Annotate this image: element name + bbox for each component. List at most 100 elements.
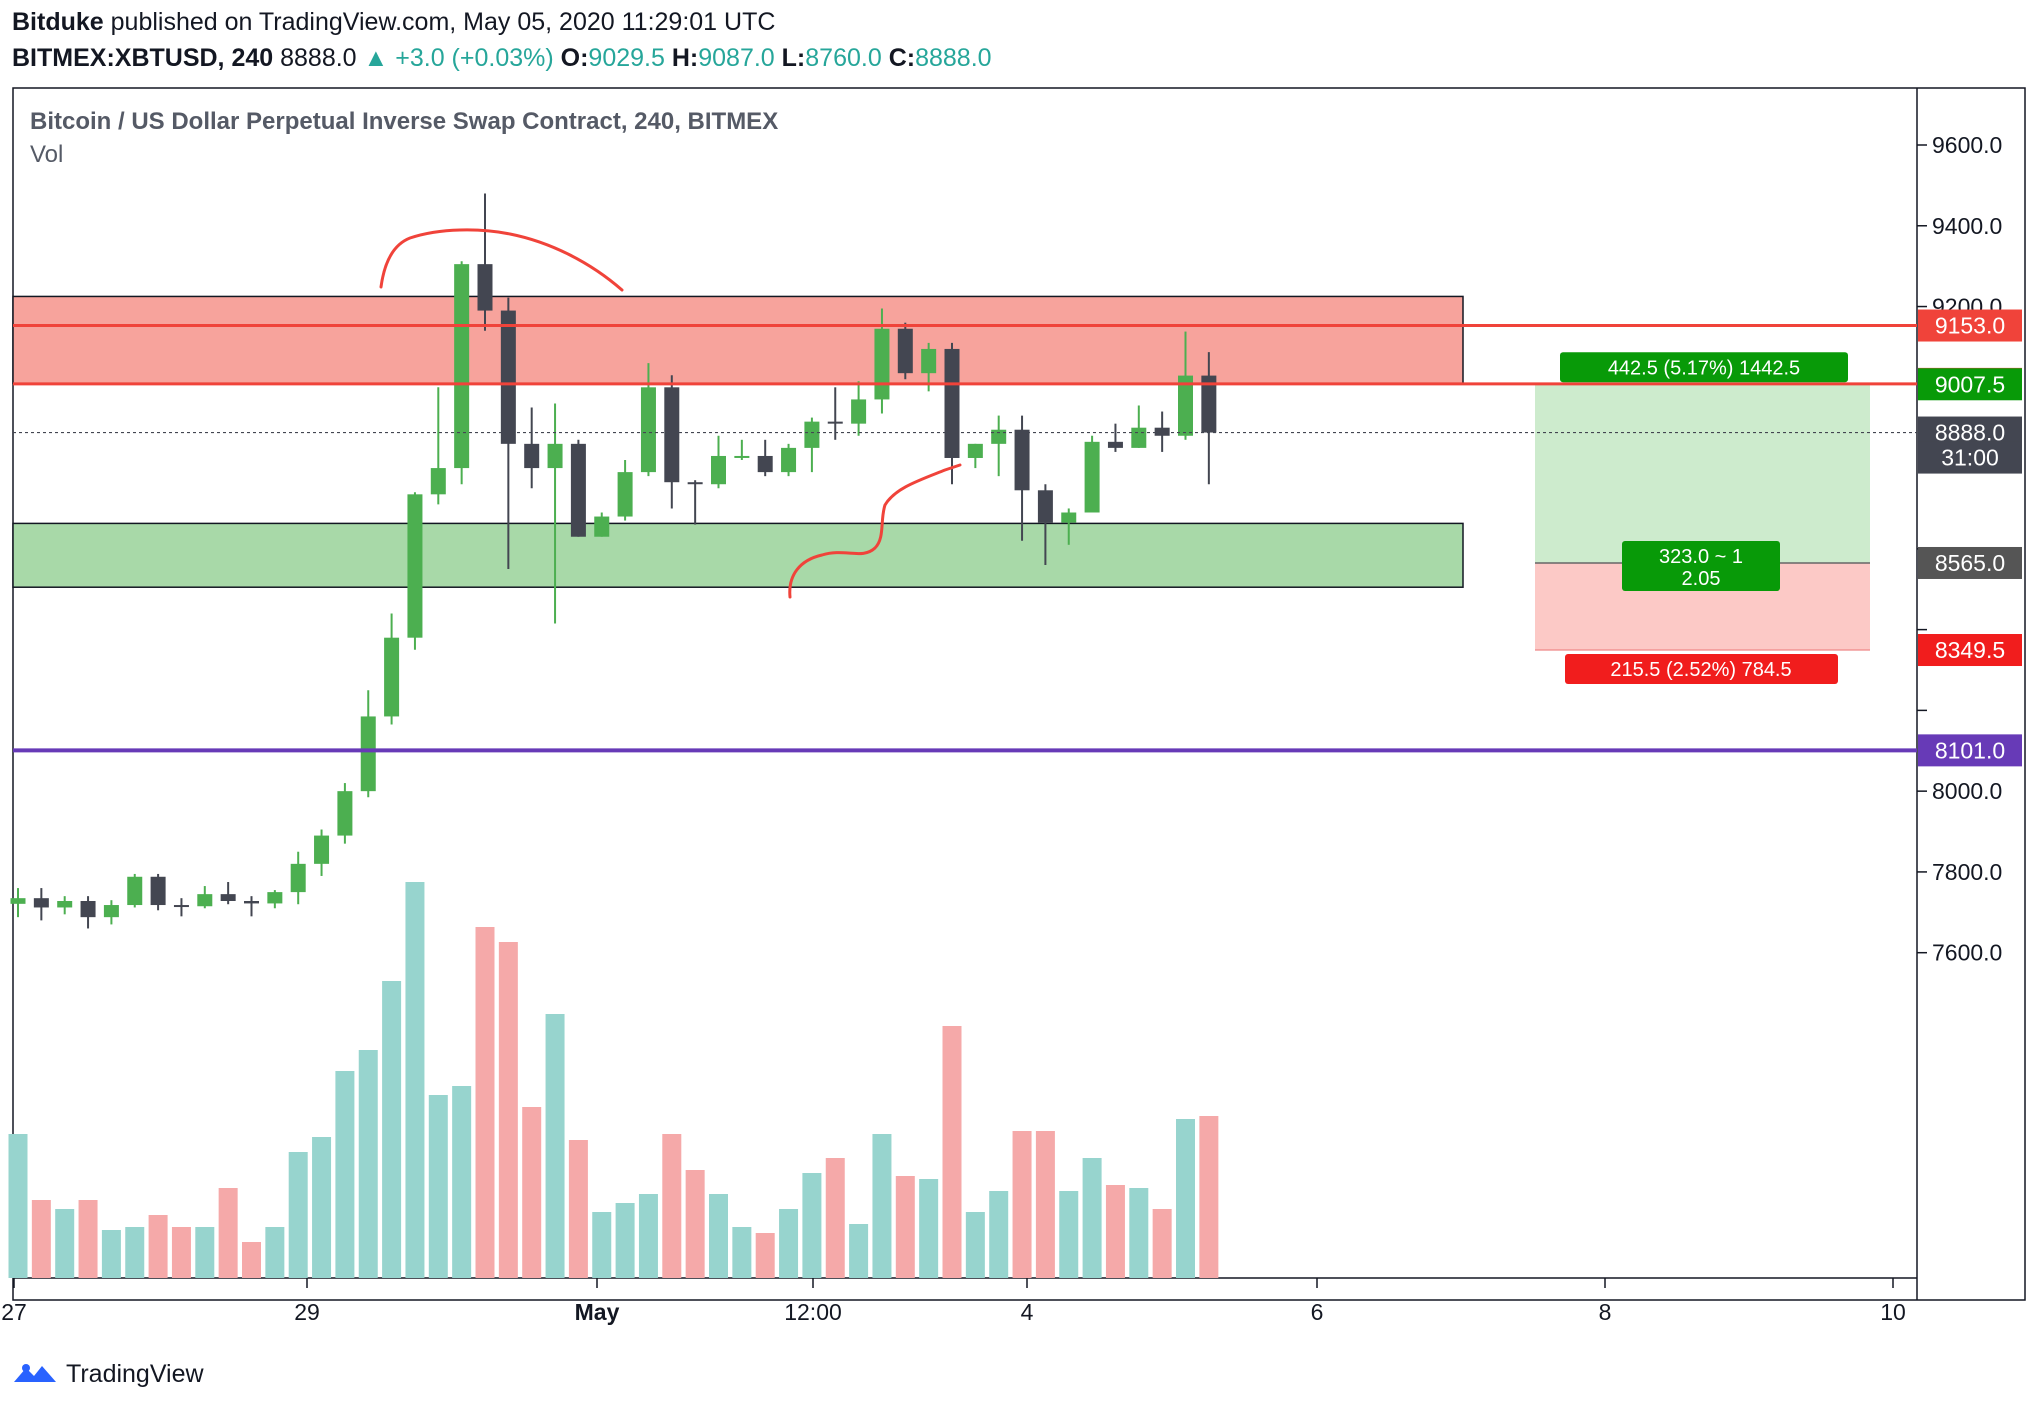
volume-bar	[685, 1170, 705, 1278]
volume-bar	[895, 1176, 915, 1278]
volume-bar	[615, 1203, 635, 1278]
candle-body	[127, 876, 143, 906]
volume-bar	[171, 1227, 191, 1278]
volume-bar	[662, 1134, 682, 1278]
volume-bar	[31, 1200, 51, 1278]
candle-body	[337, 791, 353, 836]
candle-body	[244, 901, 259, 904]
candle-body	[1131, 427, 1147, 448]
candle-body	[360, 716, 376, 792]
x-tick-label: 8	[1599, 1299, 1612, 1325]
candle-body	[57, 901, 73, 908]
symbol-label: BITMEX:XBTUSD, 240	[12, 44, 274, 72]
high-label: H:	[671, 44, 699, 72]
chart-title: Bitcoin / US Dollar Perpetual Inverse Sw…	[30, 108, 778, 135]
x-tick-label: 4	[1021, 1299, 1034, 1325]
volume-bar	[545, 1014, 565, 1278]
price-tag-label: 8349.5	[1935, 637, 2005, 663]
stop-tag	[1565, 654, 1838, 685]
candle-body	[547, 443, 563, 469]
volume-bar	[405, 882, 425, 1278]
candle-body	[197, 894, 213, 907]
profit-zone	[1535, 384, 1870, 563]
price-tag	[1918, 734, 2022, 767]
ratio-line1: 323.0 ~ 1	[1659, 546, 1743, 568]
candle-body	[103, 905, 119, 918]
volume-bar	[358, 1050, 378, 1278]
x-tick-label: May	[575, 1299, 620, 1325]
volume-bar	[242, 1242, 261, 1278]
volume-bar	[1082, 1158, 1102, 1278]
price-tag-label: 8101.0	[1935, 737, 2005, 763]
x-tick-label: 6	[1311, 1299, 1324, 1325]
volume-bar	[1199, 1116, 1219, 1278]
x-tick-label: 10	[1880, 1299, 1906, 1325]
price-tag-label: 31:00	[1941, 445, 1999, 471]
candle-body	[827, 421, 843, 424]
high-value: 9087.0	[698, 44, 775, 72]
candle-body	[757, 455, 773, 473]
volume-bar	[1152, 1209, 1172, 1278]
low-label: L:	[781, 44, 806, 72]
footer-brand: TradingView	[66, 1359, 204, 1388]
ohlc-bar: BITMEX:XBTUSD, 240 8888.0 ▲ +3.0 (+0.03%…	[12, 44, 992, 73]
candle-body	[220, 894, 236, 901]
candle-body	[944, 348, 960, 458]
candle-body	[664, 387, 680, 483]
candle-body	[617, 472, 633, 517]
volume-bar	[8, 1134, 28, 1278]
volume-bar	[568, 1140, 588, 1278]
ratio-tag	[1622, 540, 1780, 591]
volume-bar	[55, 1209, 75, 1278]
candle-body	[1084, 441, 1100, 513]
candle-body	[594, 516, 610, 537]
candle-body	[1107, 441, 1123, 448]
volume-bar	[1105, 1185, 1125, 1278]
candle-body	[874, 328, 890, 400]
freehand-curve	[788, 463, 962, 599]
candle-body	[407, 494, 423, 638]
volume-bar	[335, 1071, 355, 1278]
publisher-name: Bitduke	[12, 8, 104, 36]
volume-bar	[779, 1209, 799, 1278]
freehand-arc	[379, 228, 624, 292]
candle-body	[80, 901, 96, 918]
price-tag	[1918, 546, 2022, 579]
volume-bar	[638, 1194, 658, 1278]
candle-body	[10, 898, 26, 904]
candle-body	[524, 443, 540, 469]
up-arrow-icon: ▲	[363, 44, 389, 72]
candle-body	[173, 905, 189, 908]
volume-bar	[919, 1179, 939, 1278]
volume-bar	[1059, 1191, 1079, 1278]
target-label: 442.5 (5.17%) 1442.5	[1608, 357, 1800, 379]
volume-bar	[382, 981, 402, 1278]
y-tick-label: 7600.0	[1932, 940, 2002, 966]
x-tick-label: 12:00	[784, 1299, 842, 1325]
candle-body	[1178, 375, 1193, 436]
candle-body	[1061, 512, 1077, 523]
candle-body	[267, 892, 283, 904]
price-tag	[1918, 368, 2022, 401]
volume-bar	[498, 942, 518, 1278]
volume-bar	[802, 1173, 822, 1278]
candle-body	[804, 421, 820, 448]
target-tag	[1560, 352, 1848, 383]
last-price: 8888.0	[280, 44, 357, 72]
candle-body	[477, 264, 493, 311]
candle-body	[384, 637, 400, 717]
stop-label: 215.5 (2.52%) 784.5	[1610, 659, 1791, 681]
close-value: 8888.0	[915, 44, 992, 72]
volume-bar	[1035, 1131, 1055, 1278]
volume-bar	[428, 1095, 448, 1278]
candle-body	[991, 429, 1007, 444]
y-tick-label: 8000.0	[1932, 778, 2002, 804]
price-tag	[1918, 634, 2022, 667]
volume-bar	[1129, 1188, 1149, 1278]
candle-body	[921, 348, 937, 374]
volume-bar	[989, 1191, 1009, 1278]
published-text: published on TradingView.com, May 05, 20…	[110, 8, 776, 36]
volume-bar	[312, 1137, 332, 1278]
candle-body	[781, 447, 797, 473]
